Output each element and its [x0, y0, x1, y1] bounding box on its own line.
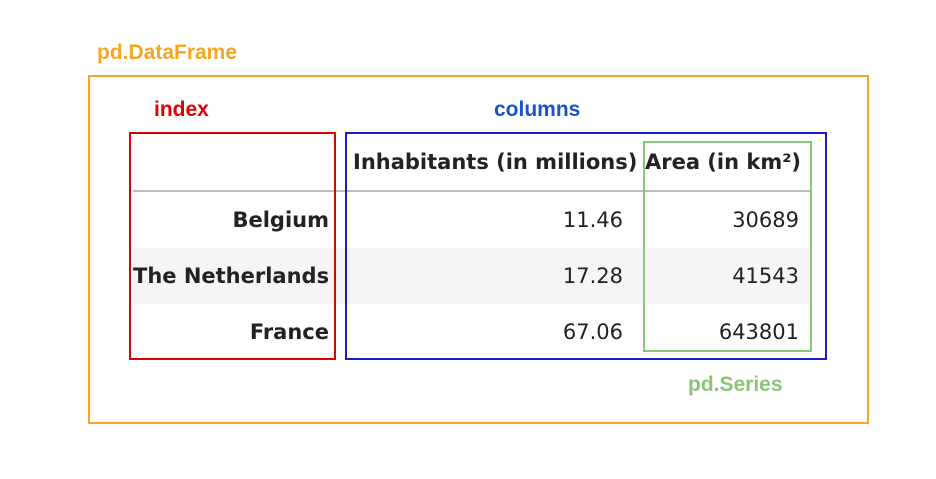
- header-area: Area (in km²): [644, 150, 802, 174]
- table-row: Belgium 11.46 30689: [133, 192, 811, 248]
- row-index: The Netherlands: [133, 264, 330, 288]
- series-label: pd.Series: [688, 373, 783, 396]
- table-row: The Netherlands 17.28 41543: [133, 248, 811, 304]
- table-header-row: Inhabitants (in millions) Area (in km²): [133, 134, 811, 192]
- index-highlight-box: [129, 132, 336, 360]
- table-row: France 67.06 643801: [133, 304, 811, 360]
- index-label: index: [154, 98, 209, 121]
- inhabitants-cell: 17.28: [562, 264, 623, 288]
- row-index: Belgium: [232, 208, 329, 232]
- inhabitants-cell: 11.46: [562, 208, 623, 232]
- area-cell: 41543: [732, 264, 799, 288]
- columns-highlight-box: [345, 132, 827, 360]
- area-cell: 30689: [732, 208, 799, 232]
- series-highlight-box: [643, 141, 812, 352]
- row-index: France: [249, 320, 329, 344]
- header-inhabitants: Inhabitants (in millions): [353, 150, 638, 174]
- dataframe-table: Inhabitants (in millions) Area (in km²) …: [133, 134, 811, 360]
- area-cell: 643801: [718, 320, 799, 344]
- columns-label: columns: [494, 98, 581, 121]
- inhabitants-cell: 67.06: [562, 320, 623, 344]
- dataframe-label: pd.DataFrame: [97, 41, 238, 64]
- dataframe-box: [88, 75, 869, 424]
